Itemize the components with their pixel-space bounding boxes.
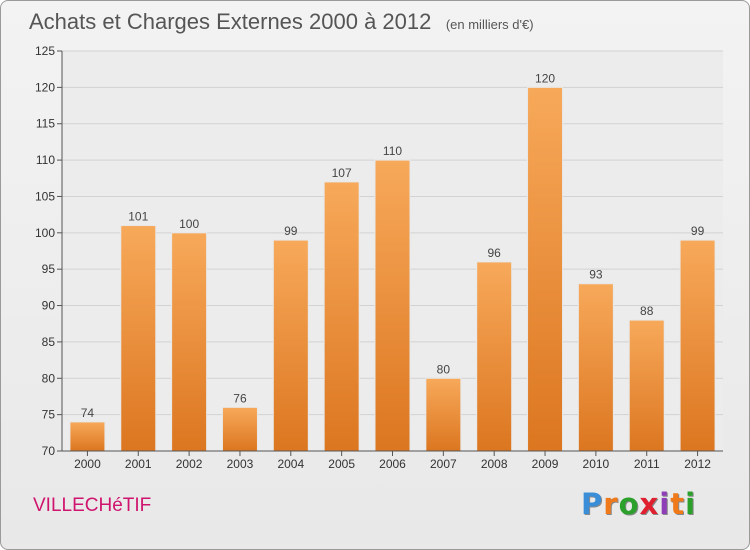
x-tick-label: 2006 (379, 457, 406, 471)
bar (171, 232, 208, 452)
logo-letter: r (603, 487, 619, 521)
x-tick-label: 2010 (583, 457, 610, 471)
bar (374, 159, 411, 452)
bar (476, 261, 513, 452)
bar (425, 377, 462, 452)
bar (628, 319, 665, 452)
bar (69, 421, 106, 452)
bar (679, 239, 716, 452)
logo-letter: P (581, 487, 604, 521)
axes: 70 75 80 85 90 95 100 105 110 115 120 125 2000 2001 20… (35, 44, 723, 471)
y-tick-label: 115 (36, 117, 55, 131)
bar (221, 406, 258, 452)
bar-value-label: 107 (332, 166, 352, 180)
bar (272, 239, 309, 452)
y-tick-label: 100 (35, 226, 55, 240)
x-tick-label: 2009 (532, 457, 559, 471)
y-tick-label: 70 (42, 444, 56, 458)
bar-value-label: 96 (488, 246, 502, 260)
y-tick-label: 125 (35, 44, 55, 58)
bar-value-label: 100 (179, 217, 199, 231)
bar-value-label: 101 (128, 210, 148, 224)
x-tick-label: 2003 (227, 457, 254, 471)
bar-value-label: 99 (284, 224, 298, 238)
y-tick-label: 120 (35, 80, 55, 94)
x-tick-label: 2012 (684, 457, 711, 471)
bar-value-label: 93 (589, 268, 603, 282)
bar-value-label: 120 (535, 71, 555, 85)
y-tick-label: 90 (42, 299, 56, 313)
bar-value-label: 74 (81, 406, 95, 420)
logo-letter: i (685, 487, 697, 521)
bar-value-label: 76 (233, 391, 247, 405)
chart-title: Achats et Charges Externes 2000 à 2012 (… (29, 9, 534, 35)
logo-letter: o (618, 487, 640, 521)
x-tick-label: 2005 (328, 457, 355, 471)
x-tick-label: 2001 (125, 457, 152, 471)
y-tick-label: 95 (42, 262, 56, 276)
x-tick-label: 2002 (176, 457, 203, 471)
bar (323, 181, 360, 452)
bar (577, 283, 614, 452)
logo-letter: t (670, 487, 686, 521)
bar-value-label: 99 (691, 224, 705, 238)
x-tick-label: 2008 (481, 457, 508, 471)
logo-letter: i (659, 487, 671, 521)
bar-value-label: 88 (640, 304, 654, 318)
bar (527, 86, 564, 452)
commune-name: VILLECHéTIF (33, 495, 152, 516)
x-tick-label: 2011 (634, 457, 660, 471)
bar-value-label: 110 (383, 144, 402, 158)
logo-letter: x (639, 487, 660, 521)
x-tick-label: 2007 (430, 457, 457, 471)
bar-series: 74 101 100 76 99 107 110 80 96 120 93 88 99 (69, 71, 716, 452)
bar-value-label: 80 (437, 362, 451, 376)
y-tick-label: 75 (42, 408, 56, 422)
bar (120, 225, 157, 452)
y-tick-label: 105 (35, 189, 55, 203)
x-tick-label: 2000 (74, 457, 101, 471)
y-tick-label: 85 (42, 335, 56, 349)
chart-title-text: Achats et Charges Externes 2000 à 2012 (29, 9, 432, 34)
y-tick-label: 110 (36, 153, 55, 167)
proxiti-logo[interactable]: Proxiti (581, 487, 696, 521)
y-tick-label: 80 (42, 371, 56, 385)
chart-unit: (en milliers d'€) (445, 17, 534, 32)
x-tick-label: 2004 (277, 457, 304, 471)
